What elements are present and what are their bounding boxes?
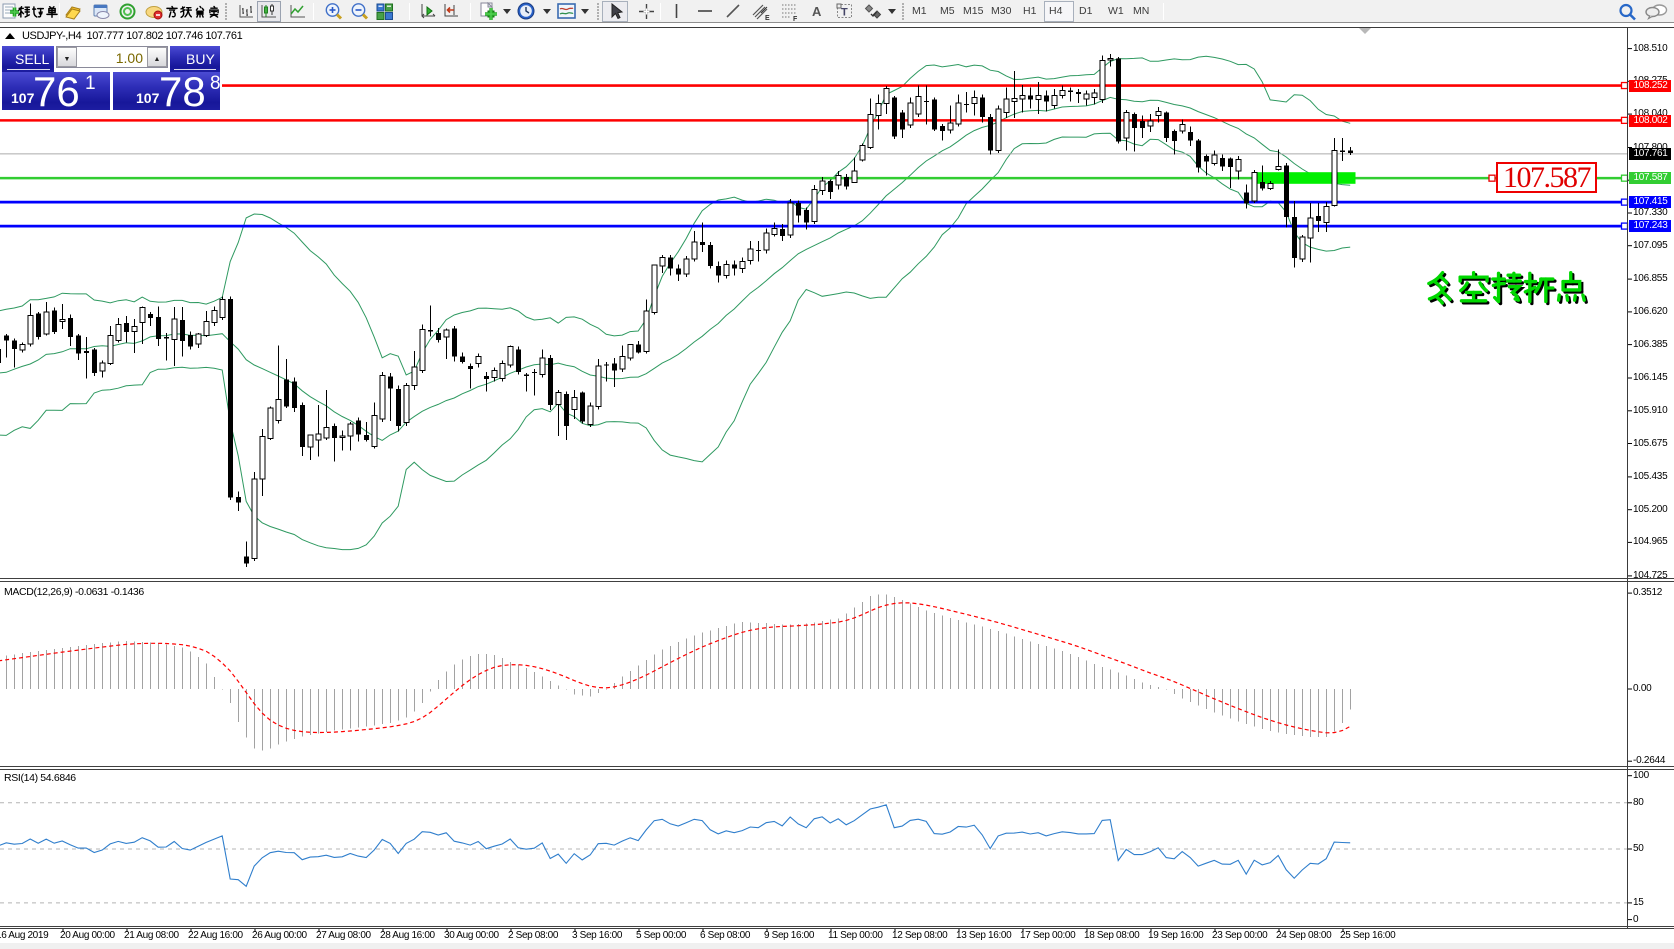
svg-text:F: F (793, 16, 798, 22)
svg-text:T: T (841, 7, 848, 19)
svg-text:E: E (765, 15, 770, 22)
